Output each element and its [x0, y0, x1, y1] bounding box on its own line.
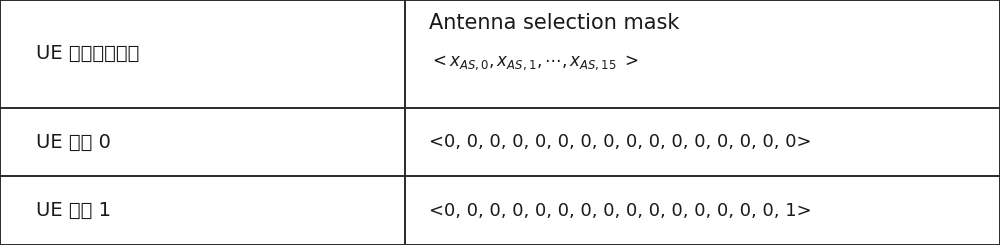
Text: UE 发送天线选择: UE 发送天线选择	[36, 44, 140, 63]
Text: UE 端口 0: UE 端口 0	[36, 133, 111, 152]
Text: <0, 0, 0, 0, 0, 0, 0, 0, 0, 0, 0, 0, 0, 0, 0, 1>: <0, 0, 0, 0, 0, 0, 0, 0, 0, 0, 0, 0, 0, …	[429, 202, 812, 220]
Text: $< x_{AS,0}, x_{AS,1}, \cdots, x_{AS,15}\ >$: $< x_{AS,0}, x_{AS,1}, \cdots, x_{AS,15}…	[429, 53, 639, 72]
Text: UE 端口 1: UE 端口 1	[36, 201, 111, 220]
Text: Antenna selection mask: Antenna selection mask	[429, 13, 679, 33]
Text: <0, 0, 0, 0, 0, 0, 0, 0, 0, 0, 0, 0, 0, 0, 0, 0>: <0, 0, 0, 0, 0, 0, 0, 0, 0, 0, 0, 0, 0, …	[429, 133, 812, 151]
